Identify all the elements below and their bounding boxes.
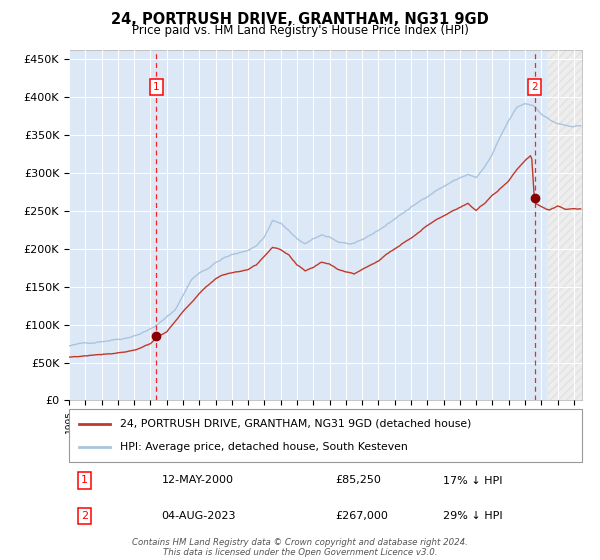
Text: 04-AUG-2023: 04-AUG-2023 (161, 511, 236, 521)
Text: 1: 1 (153, 82, 160, 92)
Text: 12-MAY-2000: 12-MAY-2000 (161, 475, 233, 486)
Text: Price paid vs. HM Land Registry's House Price Index (HPI): Price paid vs. HM Land Registry's House … (131, 24, 469, 36)
Text: Contains HM Land Registry data © Crown copyright and database right 2024.
This d: Contains HM Land Registry data © Crown c… (132, 538, 468, 557)
Text: 29% ↓ HPI: 29% ↓ HPI (443, 511, 503, 521)
FancyBboxPatch shape (69, 409, 582, 462)
Text: 2: 2 (81, 511, 88, 521)
Text: £267,000: £267,000 (336, 511, 389, 521)
Bar (69, 50, 548, 400)
Bar (548, 50, 582, 400)
Text: 2: 2 (531, 82, 538, 92)
Text: 24, PORTRUSH DRIVE, GRANTHAM, NG31 9GD (detached house): 24, PORTRUSH DRIVE, GRANTHAM, NG31 9GD (… (121, 419, 472, 429)
Bar (548, 50, 582, 400)
Text: 17% ↓ HPI: 17% ↓ HPI (443, 475, 503, 486)
Text: HPI: Average price, detached house, South Kesteven: HPI: Average price, detached house, Sout… (121, 442, 408, 452)
Text: 24, PORTRUSH DRIVE, GRANTHAM, NG31 9GD: 24, PORTRUSH DRIVE, GRANTHAM, NG31 9GD (111, 12, 489, 27)
Text: £85,250: £85,250 (336, 475, 382, 486)
Text: 1: 1 (81, 475, 88, 486)
